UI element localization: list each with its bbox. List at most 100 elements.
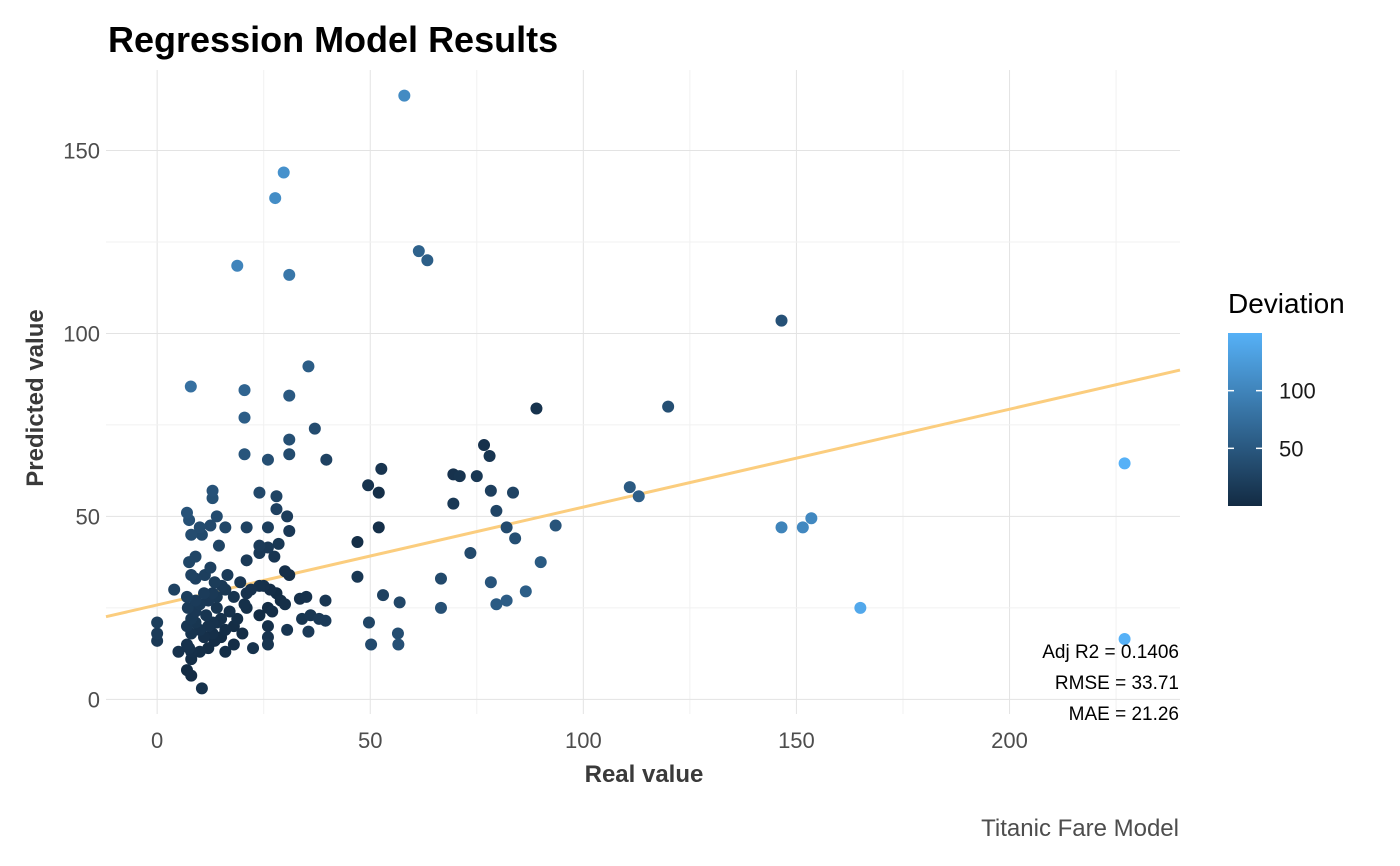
x-tick-label: 150 (778, 728, 815, 753)
data-point (210, 601, 223, 614)
data-point (193, 521, 206, 534)
data-point (500, 521, 513, 534)
legend-tick-label: 50 (1279, 436, 1303, 461)
data-point (320, 453, 333, 466)
data-point (805, 512, 818, 525)
data-point (283, 268, 296, 281)
data-point (490, 598, 503, 611)
data-point (200, 609, 213, 622)
data-point (623, 481, 636, 494)
data-point (483, 450, 496, 463)
data-point (351, 570, 364, 583)
legend-tick-label: 100 (1279, 379, 1316, 404)
data-point (375, 462, 388, 475)
x-axis-title: Real value (585, 761, 704, 788)
data-point (302, 360, 315, 373)
data-point (283, 448, 296, 461)
data-point (490, 504, 503, 517)
data-point (775, 521, 788, 534)
data-point (236, 627, 249, 640)
data-point (534, 556, 547, 569)
data-point (180, 506, 193, 519)
x-tick-label: 0 (151, 728, 163, 753)
data-point (253, 539, 266, 552)
data-point (398, 89, 411, 102)
data-point (206, 484, 219, 497)
data-point (530, 402, 543, 415)
data-point (185, 568, 198, 581)
chart-title: Regression Model Results (108, 19, 558, 60)
data-point (412, 245, 425, 258)
data-point (227, 590, 240, 603)
data-point (151, 616, 164, 629)
y-tick-label: 100 (63, 321, 100, 346)
axis-ticks: 0 50 100 150 200 0 50 100 150 (63, 139, 1028, 754)
data-point (319, 614, 332, 627)
data-point (221, 568, 234, 581)
data-point (253, 486, 266, 499)
data-point (184, 380, 197, 393)
data-point (283, 389, 296, 402)
data-point (240, 554, 253, 567)
data-point (796, 521, 809, 534)
data-point (509, 532, 522, 545)
data-point (775, 314, 788, 327)
data-point (484, 576, 497, 589)
data-point (270, 490, 283, 503)
data-point (266, 605, 279, 618)
data-point (234, 576, 247, 589)
data-point (393, 596, 406, 609)
metric-annotation: RMSE = 33.71 (1055, 673, 1179, 694)
legend-title: Deviation (1228, 288, 1345, 319)
data-point (300, 590, 313, 603)
data-point (238, 411, 251, 424)
data-point (238, 448, 251, 461)
data-point (189, 550, 202, 563)
data-points (151, 89, 1131, 695)
data-point (854, 601, 867, 614)
data-point (279, 598, 291, 611)
data-point (261, 453, 274, 466)
data-point (247, 642, 260, 655)
data-point (204, 519, 217, 532)
data-point (181, 601, 194, 614)
data-point (519, 585, 532, 598)
data-point (272, 537, 285, 550)
data-point (351, 536, 364, 549)
data-point (279, 565, 291, 578)
data-point (231, 259, 244, 272)
metric-annotation: MAE = 21.26 (1069, 704, 1179, 725)
data-point (362, 616, 375, 629)
data-point (277, 166, 290, 179)
data-point (302, 625, 315, 638)
y-tick-label: 150 (63, 139, 100, 164)
data-point (238, 598, 251, 611)
data-point (180, 638, 193, 651)
data-point (270, 503, 283, 516)
data-point (632, 490, 645, 503)
data-point (372, 521, 385, 534)
model-metrics: Adj R2 = 0.1406 RMSE = 33.71 MAE = 21.26 (1042, 642, 1179, 725)
data-point (434, 601, 447, 614)
grid-lines (106, 70, 1180, 714)
data-point (507, 486, 520, 499)
data-point (281, 623, 294, 636)
data-point (210, 510, 223, 523)
data-point (470, 470, 483, 483)
y-axis-title: Predicted value (22, 309, 49, 486)
data-point (208, 576, 221, 589)
data-point (662, 400, 675, 413)
data-point (193, 645, 206, 658)
x-tick-label: 100 (565, 728, 602, 753)
data-point (198, 587, 211, 600)
data-point (365, 638, 378, 651)
data-point (180, 590, 193, 603)
x-tick-label: 50 (358, 728, 382, 753)
data-point (362, 479, 375, 492)
y-tick-label: 0 (88, 687, 100, 712)
data-point (172, 645, 185, 658)
metric-annotation: Adj R2 = 0.1406 (1042, 642, 1179, 663)
data-point (168, 583, 181, 596)
data-point (372, 486, 385, 499)
